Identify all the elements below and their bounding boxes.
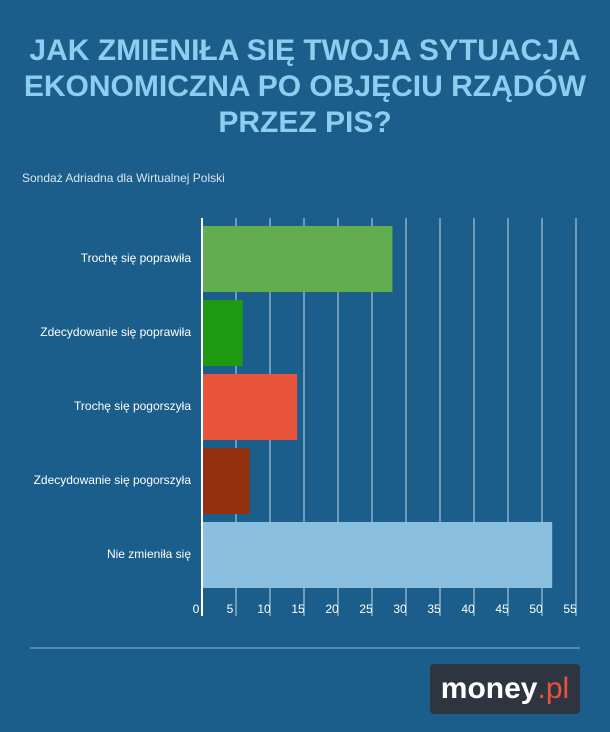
x-tick-label: 25 bbox=[359, 602, 373, 616]
bar bbox=[202, 448, 250, 514]
subtitle: Sondaż Adriadna dla Wirtualnej Polski bbox=[22, 171, 225, 185]
x-tick-label: 0 bbox=[193, 602, 200, 616]
logo-box bbox=[430, 664, 580, 714]
logo-suffix: .pl bbox=[538, 672, 570, 705]
y-tick-label: Trochę się poprawiła bbox=[81, 251, 192, 265]
x-tick-label: 30 bbox=[393, 602, 407, 616]
x-tick-label: 20 bbox=[325, 602, 339, 616]
x-tick-label: 10 bbox=[257, 602, 271, 616]
bar bbox=[202, 522, 553, 588]
x-tick-label: 40 bbox=[461, 602, 475, 616]
bar bbox=[202, 226, 393, 292]
x-tick-label: 35 bbox=[427, 602, 441, 616]
x-tick-label: 15 bbox=[291, 602, 305, 616]
title-line: EKONOMICZNA PO OBJĘCIU RZĄDÓW bbox=[24, 69, 587, 103]
x-tick-label: 55 bbox=[563, 602, 577, 616]
title-line: JAK ZMIENIŁA SIĘ TWOJA SYTUACJA bbox=[29, 34, 580, 67]
x-tick-label: 50 bbox=[529, 602, 543, 616]
logo: money.pl bbox=[441, 672, 569, 705]
bar bbox=[202, 300, 243, 366]
chart-title: JAK ZMIENIŁA SIĘ TWOJA SYTUACJA EKONOMICZ… bbox=[24, 34, 587, 139]
y-tick-label: Nie zmieniła się bbox=[107, 547, 191, 561]
x-tick-label: 45 bbox=[495, 602, 509, 616]
x-tick-label: 5 bbox=[227, 602, 234, 616]
y-tick-label: Trochę się pogorszyła bbox=[74, 399, 191, 413]
logo-main: money bbox=[441, 672, 538, 705]
title-line: PRZEZ PIS? bbox=[218, 106, 391, 139]
y-tick-label: Zdecydowanie się pogorszyła bbox=[34, 473, 192, 487]
bar bbox=[202, 374, 298, 440]
y-tick-label: Zdecydowanie się poprawiła bbox=[40, 325, 191, 339]
